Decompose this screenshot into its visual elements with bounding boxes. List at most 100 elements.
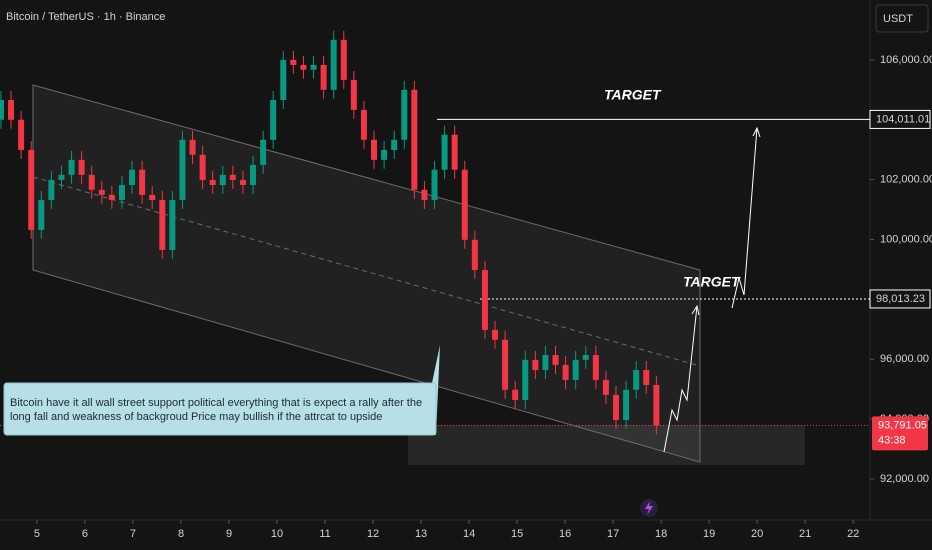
candle-body: [401, 89, 408, 140]
drawings-over: Bitcoin have it all wall street support …: [3, 87, 761, 453]
candle-body: [28, 149, 35, 230]
callout-text: long fall and weakness of backgroud Pric…: [10, 411, 382, 423]
projection-arrow: [663, 305, 698, 453]
candle-body: [58, 174, 65, 180]
candle-body: [592, 355, 599, 380]
candle-body: [492, 329, 499, 340]
countdown: 43:38: [878, 434, 906, 446]
y-tick-label: 106,000.00: [880, 54, 932, 66]
x-tick-label: 17: [607, 528, 619, 540]
candle-body: [340, 39, 347, 80]
candle-body: [159, 199, 166, 250]
candle-body: [562, 364, 569, 380]
x-tick-label: 19: [703, 528, 715, 540]
last-price-label: 93,791.05: [878, 419, 927, 431]
candle-body: [542, 355, 549, 371]
candle-body: [8, 99, 15, 120]
candle-body: [411, 89, 418, 190]
candle-body: [98, 189, 105, 195]
y-tick-label: 100,000.00: [880, 233, 932, 245]
candle-body: [199, 154, 206, 180]
candle-body: [320, 64, 327, 90]
candle-body: [48, 179, 55, 200]
support-zone: [408, 425, 805, 465]
callout-box: [3, 382, 437, 436]
candle-body: [219, 174, 226, 186]
y-tick-label: 96,000.00: [880, 353, 929, 365]
candle-body: [481, 270, 488, 330]
candle-body: [371, 139, 378, 160]
x-tick-label: 13: [415, 528, 427, 540]
x-tick-label: 15: [511, 528, 523, 540]
x-tick-label: 11: [319, 528, 330, 540]
y-tick-label: 92,000.00: [880, 473, 929, 485]
candle-body: [209, 179, 216, 186]
candle-body: [129, 169, 136, 186]
candle-body: [441, 134, 448, 170]
candle-body: [280, 59, 287, 100]
target-label: TARGET: [683, 274, 741, 290]
candle-body: [250, 164, 257, 186]
arrow-head: [752, 126, 761, 138]
candle-body: [179, 139, 186, 200]
level-label: 104,011.01: [876, 113, 930, 125]
candle-body: [643, 370, 650, 385]
candle-body: [461, 169, 468, 240]
y-tick-label: 102,000.00: [880, 174, 932, 186]
x-tick-label: 9: [226, 528, 232, 540]
candle-body: [38, 199, 45, 230]
price-axis-bg: [870, 0, 932, 550]
candle-body: [582, 355, 589, 360]
candle-body: [139, 169, 146, 195]
x-tick-label: 22: [847, 528, 859, 540]
candle-body: [290, 59, 297, 65]
candle-body: [602, 379, 609, 395]
candle-body: [572, 359, 579, 380]
candle-body: [451, 134, 458, 170]
target-label: TARGET: [604, 87, 662, 103]
x-tick-label: 12: [367, 528, 379, 540]
axes: 92,000.0094,000.0096,000.00100,000.00102…: [34, 54, 932, 540]
candle-body: [431, 169, 438, 200]
candle-body: [623, 389, 630, 421]
candle-body: [260, 139, 267, 165]
candle-body: [300, 64, 307, 70]
candle-body: [330, 39, 337, 90]
candle-body: [532, 359, 539, 371]
candle-body: [149, 194, 156, 200]
callout-text: Bitcoin have it all wall street support …: [10, 397, 422, 409]
x-tick-label: 6: [82, 528, 88, 540]
x-tick-label: 14: [463, 528, 475, 540]
candle-body: [118, 185, 125, 200]
alert-bolt: [645, 501, 653, 515]
arrow-head: [691, 304, 700, 316]
candle-body: [169, 199, 176, 250]
last-price-box: [872, 416, 928, 451]
chart-title: Bitcoin / TetherUS · 1h · Binance: [6, 11, 165, 23]
candle-body: [108, 194, 115, 200]
candle-body: [653, 384, 660, 426]
candle-body: [18, 119, 25, 150]
currency: USDT: [883, 13, 913, 25]
x-tick-label: 10: [271, 528, 283, 540]
candle-body: [68, 159, 75, 175]
candle-body: [381, 149, 388, 160]
x-tick-label: 16: [559, 528, 571, 540]
candle-body: [613, 394, 620, 421]
candle-body: [189, 139, 196, 155]
candle-body: [421, 189, 428, 200]
candle-body: [229, 174, 236, 180]
candle-body: [350, 79, 357, 110]
candle-body: [360, 109, 367, 140]
candle-body: [633, 370, 640, 390]
candle-body: [552, 355, 559, 365]
x-tick-label: 18: [655, 528, 667, 540]
x-tick-label: 20: [751, 528, 763, 540]
candles: [0, 30, 660, 435]
candle-body: [310, 64, 317, 70]
candle-body: [270, 99, 277, 140]
candle-body: [471, 239, 478, 271]
level-label-box: [869, 109, 931, 129]
currency-box[interactable]: [875, 4, 929, 33]
